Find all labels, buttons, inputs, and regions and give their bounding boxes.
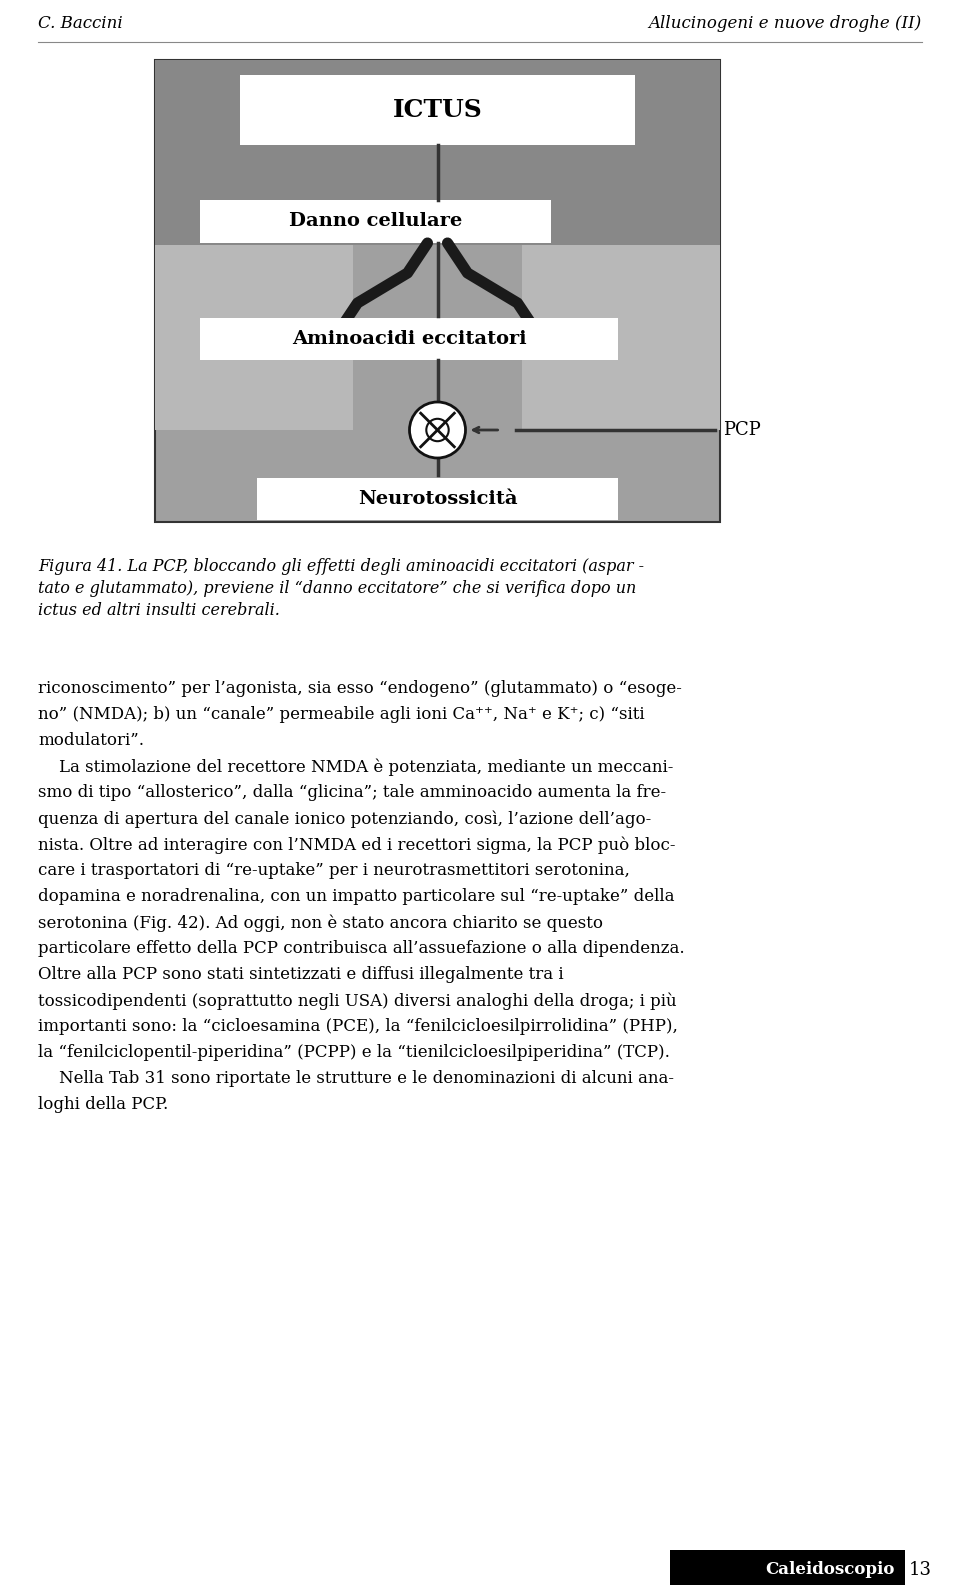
Text: Oltre alla PCP sono stati sintetizzati e diffusi illegalmente tra i: Oltre alla PCP sono stati sintetizzati e… [38,966,564,982]
Text: quenza di apertura del canale ionico potenziando, così, l’azione dell’ago-: quenza di apertura del canale ionico pot… [38,810,651,828]
Text: nista. Oltre ad interagire con l’NMDA ed i recettori sigma, la PCP può bloc-: nista. Oltre ad interagire con l’NMDA ed… [38,836,676,853]
Text: la “fenilciclopentil-piperidina” (PCPP) e la “tienilcicloesilpiperidina” (TCP).: la “fenilciclopentil-piperidina” (PCPP) … [38,1044,670,1060]
Text: loghi della PCP.: loghi della PCP. [38,1095,168,1113]
Text: Aminoacidi eccitatori: Aminoacidi eccitatori [292,330,527,349]
Bar [670,1551,905,1586]
Text: ICTUS: ICTUS [393,99,482,123]
Text: Figura 41. La PCP, bloccando gli effetti degli aminoacidi eccitatori (aspar -: Figura 41. La PCP, bloccando gli effetti… [38,559,644,575]
Text: tato e glutammato), previene il “danno eccitatore” che si verifica dopo un: tato e glutammato), previene il “danno e… [38,579,636,597]
Text: C. Baccini: C. Baccini [38,14,123,32]
Text: Caleidoscopio: Caleidoscopio [765,1562,895,1579]
Ellipse shape [410,403,466,458]
Text: Neurotossicità: Neurotossicità [358,490,517,508]
Text: care i trasportatori di “re-uptake” per i neurotrasmettitori serotonina,: care i trasportatori di “re-uptake” per … [38,861,630,879]
Bar [155,60,720,245]
Bar [256,478,618,521]
Bar [240,75,636,145]
Bar [155,60,720,522]
Text: modulatori”.: modulatori”. [38,732,144,748]
Text: importanti sono: la “cicloesamina (PCE), la “fenilcicloesilpirrolidina” (PHP),: importanti sono: la “cicloesamina (PCE),… [38,1017,678,1035]
Text: Danno cellulare: Danno cellulare [289,212,462,231]
Text: dopamina e noradrenalina, con un impatto particolare sul “re-uptake” della: dopamina e noradrenalina, con un impatto… [38,888,675,904]
Text: 13: 13 [908,1562,931,1579]
Bar [201,318,618,360]
Bar [155,245,352,430]
Text: PCP: PCP [723,420,760,439]
Bar [522,245,720,430]
Text: riconoscimento” per l’agonista, sia esso “endogeno” (glutammato) o “esoge-: riconoscimento” per l’agonista, sia esso… [38,680,682,697]
Text: tossicodipendenti (soprattutto negli USA) diversi analoghi della droga; i più: tossicodipendenti (soprattutto negli USA… [38,992,677,1009]
Text: particolare effetto della PCP contribuisca all’assuefazione o alla dipendenza.: particolare effetto della PCP contribuis… [38,939,684,957]
Bar [201,201,550,244]
Text: La stimolazione del recettore NMDA è potenziata, mediante un meccani-: La stimolazione del recettore NMDA è pot… [38,758,673,775]
Text: no” (NMDA); b) un “canale” permeabile agli ioni Ca⁺⁺, Na⁺ e K⁺; c) “siti: no” (NMDA); b) un “canale” permeabile ag… [38,705,644,723]
Text: Nella Tab 31 sono riportate le strutture e le denominazioni di alcuni ana-: Nella Tab 31 sono riportate le strutture… [38,1070,674,1087]
Text: serotonina (Fig. 42). Ad oggi, non è stato ancora chiarito se questo: serotonina (Fig. 42). Ad oggi, non è sta… [38,914,603,931]
Text: ictus ed altri insulti cerebrali.: ictus ed altri insulti cerebrali. [38,602,280,619]
Text: smo di tipo “allosterico”, dalla “glicina”; tale amminoacido aumenta la fre-: smo di tipo “allosterico”, dalla “glicin… [38,783,666,801]
Text: Allucinogeni e nuove droghe (II): Allucinogeni e nuove droghe (II) [649,14,922,32]
